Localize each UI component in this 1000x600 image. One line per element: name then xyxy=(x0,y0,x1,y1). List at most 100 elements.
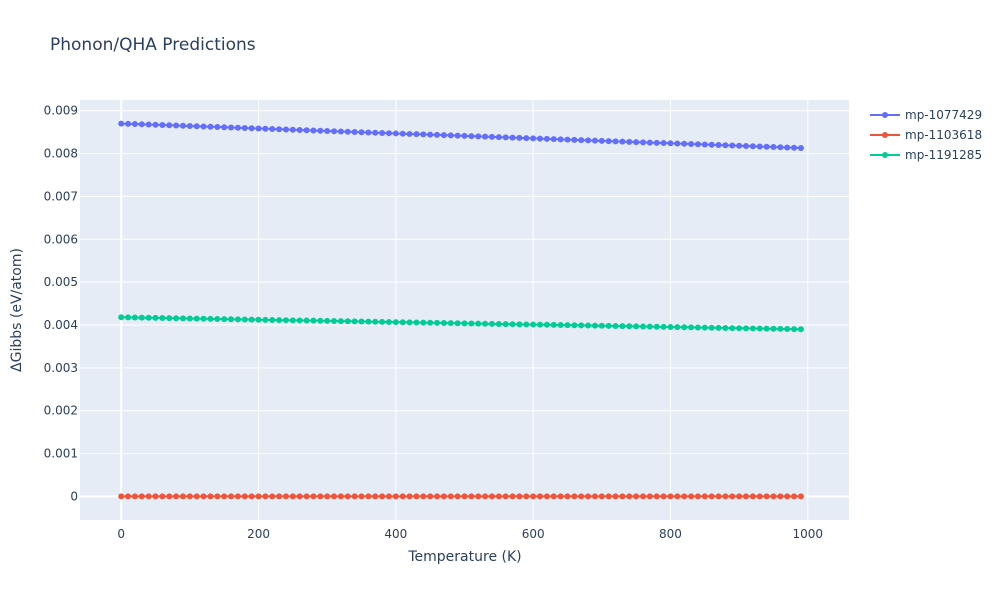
data-point xyxy=(571,493,578,500)
data-point xyxy=(777,144,784,151)
data-point xyxy=(179,315,186,322)
data-point xyxy=(784,493,791,500)
data-point xyxy=(125,120,132,127)
series-mp-1077429 xyxy=(118,120,804,151)
data-point xyxy=(646,139,653,146)
data-point xyxy=(729,142,736,149)
data-point xyxy=(585,137,592,144)
data-point xyxy=(200,493,207,500)
data-point xyxy=(166,122,173,129)
data-point xyxy=(269,493,276,500)
data-point xyxy=(145,121,152,128)
y-tick-label: 0.008 xyxy=(44,147,78,161)
data-point xyxy=(791,326,798,333)
data-point xyxy=(482,320,489,327)
legend-item[interactable]: mp-1191285 xyxy=(870,148,982,162)
data-point xyxy=(228,316,235,323)
data-point xyxy=(626,138,633,145)
data-point xyxy=(509,321,516,328)
y-tick-label: 0.003 xyxy=(44,361,78,375)
data-point xyxy=(530,135,537,142)
data-point xyxy=(543,135,550,142)
data-point xyxy=(186,493,193,500)
data-point xyxy=(640,323,647,330)
data-point xyxy=(255,493,262,500)
data-point xyxy=(310,317,317,324)
data-point xyxy=(207,123,214,130)
data-point xyxy=(440,319,447,326)
data-point xyxy=(530,321,537,328)
data-point xyxy=(262,316,269,323)
data-point xyxy=(681,324,688,331)
y-tick-label: 0.006 xyxy=(44,232,78,246)
data-point xyxy=(358,318,365,325)
data-point xyxy=(694,493,701,500)
data-point xyxy=(152,314,159,321)
data-point xyxy=(701,141,708,148)
series-mp-1103618 xyxy=(118,493,804,500)
data-point xyxy=(557,322,564,329)
data-point xyxy=(701,324,708,331)
data-point xyxy=(255,125,262,132)
data-point xyxy=(241,316,248,323)
data-point xyxy=(358,129,365,136)
data-point xyxy=(797,145,804,151)
data-point xyxy=(385,130,392,137)
data-point xyxy=(310,127,317,134)
data-point xyxy=(475,133,482,140)
data-point xyxy=(667,140,674,147)
data-point xyxy=(488,320,495,327)
data-point xyxy=(502,493,509,500)
data-point xyxy=(605,138,612,145)
data-point xyxy=(722,324,729,331)
data-point xyxy=(619,138,626,145)
data-point xyxy=(454,493,461,500)
data-point xyxy=(640,139,647,146)
data-point xyxy=(186,123,193,130)
legend-item[interactable]: mp-1077429 xyxy=(870,108,982,122)
data-point xyxy=(468,133,475,140)
data-point xyxy=(138,121,145,128)
data-point xyxy=(214,315,221,322)
data-point xyxy=(392,493,399,500)
legend-item[interactable]: mp-1103618 xyxy=(870,128,982,142)
data-point xyxy=(715,324,722,331)
data-point xyxy=(797,326,804,333)
data-point xyxy=(248,316,255,323)
data-point xyxy=(447,320,454,327)
data-point xyxy=(749,143,756,150)
data-point xyxy=(186,315,193,322)
x-axis: 0 200 400 600 800 1000 xyxy=(117,527,823,541)
data-point xyxy=(797,493,804,500)
data-point xyxy=(125,314,132,321)
data-point xyxy=(523,321,530,328)
y-tick-label: 0.002 xyxy=(44,404,78,418)
series-mp-1191285 xyxy=(118,314,804,333)
x-tick-label: 1000 xyxy=(793,527,824,541)
x-tick-label: 200 xyxy=(247,527,270,541)
data-point xyxy=(749,493,756,500)
data-point xyxy=(406,130,413,137)
x-tick-label: 600 xyxy=(522,527,545,541)
legend-marker-icon xyxy=(882,132,888,138)
data-point xyxy=(214,493,221,500)
data-point xyxy=(763,325,770,332)
x-tick-label: 0 xyxy=(117,527,125,541)
legend[interactable]: mp-1077429 mp-1103618 mp-1191285 xyxy=(870,108,982,162)
data-point xyxy=(537,493,544,500)
data-point xyxy=(173,493,180,500)
data-point xyxy=(413,493,420,500)
data-point xyxy=(427,319,434,326)
data-point xyxy=(365,493,372,500)
data-point xyxy=(296,317,303,324)
legend-marker-icon xyxy=(882,152,888,158)
data-point xyxy=(145,493,152,500)
data-point xyxy=(420,131,427,138)
data-point xyxy=(571,322,578,329)
data-point xyxy=(633,493,640,500)
data-point xyxy=(688,324,695,331)
data-point xyxy=(118,120,125,127)
y-tick-label: 0.007 xyxy=(44,189,78,203)
data-point xyxy=(729,493,736,500)
data-point xyxy=(276,126,283,133)
